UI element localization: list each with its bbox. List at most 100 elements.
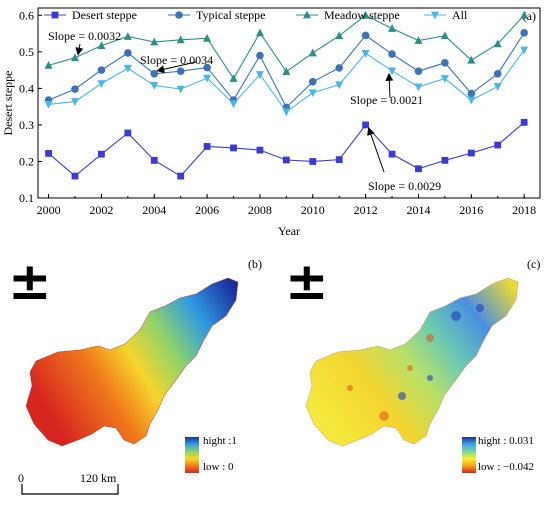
y-axis-label: Desert steppe <box>1 71 15 136</box>
legend-label-all: All <box>452 8 468 22</box>
data-point-meadow-steppe <box>308 48 317 57</box>
data-point-all <box>123 64 132 73</box>
data-point-typical-steppe <box>124 49 132 57</box>
map-region-c <box>305 277 519 447</box>
data-point-desert-steppe <box>282 156 290 164</box>
data-point-desert-steppe <box>71 172 79 180</box>
scale-bar-start: 0 <box>18 471 24 485</box>
data-point-all <box>70 98 79 106</box>
data-point-all <box>255 71 264 79</box>
y-tick-label: 0.5 <box>19 45 34 59</box>
map-c-hotspots <box>347 334 434 421</box>
annotation-slope-text: Slope = 0.0021 <box>350 93 423 107</box>
y-tick-label: 0.6 <box>19 8 34 22</box>
data-point-desert-steppe <box>177 172 185 180</box>
x-tick-label: 2010 <box>301 203 325 217</box>
line-chart: 0.1 0.2 0.3 0.4 0.5 0.6 2000 2002 2004 2006 2008 20… <box>1 7 541 238</box>
x-tick-label: 2002 <box>89 203 113 217</box>
data-point-typical-steppe <box>308 78 317 86</box>
data-point-all <box>388 67 397 76</box>
data-point-typical-steppe <box>150 69 159 78</box>
data-point-desert-steppe <box>203 143 211 150</box>
data-point-desert-steppe <box>230 144 237 152</box>
data-point-meadow-steppe <box>229 74 238 82</box>
data-point-meadow-steppe <box>123 32 132 40</box>
data-point-desert-steppe <box>494 141 502 149</box>
map-region-b <box>25 277 239 447</box>
colorbar-c-low: low : −0.042 <box>478 461 535 473</box>
colorbar-c-high: hight : 0.031 <box>478 435 534 447</box>
data-point-desert-steppe <box>124 129 132 137</box>
legend-marker-typical-steppe <box>175 11 183 19</box>
series-line-desert-steppe <box>48 121 525 177</box>
data-point-all <box>97 80 106 89</box>
data-point-all <box>440 75 449 83</box>
annotation-slope-text: Slope = 0.0032 <box>48 29 121 43</box>
annotation-slope-text: Slope = 0.0034 <box>140 53 213 67</box>
x-tick-label: 2018 <box>512 203 536 217</box>
data-point-typical-steppe <box>493 69 502 78</box>
y-tick-label: 0.2 <box>19 154 34 168</box>
legend-marker-meadow-steppe <box>303 10 311 19</box>
data-point-all <box>44 101 53 109</box>
scale-bar <box>21 484 119 495</box>
annotation-arrow <box>367 126 385 173</box>
data-point-desert-steppe <box>98 150 105 158</box>
data-point-desert-steppe <box>415 165 422 173</box>
data-point-meadow-steppe <box>44 60 53 69</box>
data-point-meadow-steppe <box>150 37 159 46</box>
legend-label-desert-steppe: Desert steppe <box>72 8 137 22</box>
annotation-arrow <box>156 61 197 74</box>
x-tick-label: 2008 <box>248 203 272 217</box>
legend-marker-all <box>431 11 439 20</box>
data-point-meadow-steppe <box>440 31 449 40</box>
ndvi-map-b <box>25 277 239 447</box>
data-point-typical-steppe <box>361 31 370 40</box>
y-tick-label: 0.4 <box>19 81 34 95</box>
data-point-all <box>308 89 317 98</box>
legend-label-meadow-steppe: Meadow steppe <box>324 8 400 22</box>
data-point-typical-steppe <box>176 67 185 76</box>
north-arrow-icon: ± <box>8 252 52 312</box>
data-point-typical-steppe <box>335 64 344 72</box>
data-point-meadow-steppe <box>255 28 264 37</box>
y-tick-label: 0.1 <box>19 191 34 205</box>
x-tick-label: 2000 <box>37 203 61 217</box>
data-point-desert-steppe <box>256 146 264 154</box>
data-point-desert-steppe <box>150 156 158 164</box>
data-point-desert-steppe <box>362 121 370 129</box>
data-point-meadow-steppe <box>388 24 397 32</box>
data-point-typical-steppe <box>71 85 79 93</box>
x-tick-label: 2016 <box>459 203 483 217</box>
data-point-all <box>150 82 159 90</box>
colorbar-c <box>462 437 476 473</box>
data-point-meadow-steppe <box>97 41 106 50</box>
data-point-typical-steppe <box>256 51 264 60</box>
data-point-desert-steppe <box>309 158 317 165</box>
data-point-typical-steppe <box>388 50 396 58</box>
x-tick-label: 2012 <box>354 203 378 217</box>
data-point-all <box>520 46 529 55</box>
data-point-desert-steppe <box>388 150 396 158</box>
x-axis-label: Year <box>278 224 300 238</box>
north-arrow-icon: ± <box>285 252 329 312</box>
x-tick-label: 2006 <box>195 203 219 217</box>
panel-label-b: (b) <box>248 257 262 271</box>
data-point-meadow-steppe <box>493 39 502 48</box>
data-point-all <box>335 81 344 90</box>
data-point-typical-steppe <box>97 66 106 74</box>
colorbar-b <box>185 437 199 473</box>
data-point-all <box>229 100 238 109</box>
data-point-all <box>282 108 291 117</box>
legend-label-typical-steppe: Typical steppe <box>196 8 265 22</box>
data-point-all <box>361 49 370 58</box>
data-point-all <box>176 85 185 94</box>
data-point-meadow-steppe <box>70 53 79 62</box>
data-point-meadow-steppe <box>361 10 370 19</box>
data-point-desert-steppe <box>335 156 343 164</box>
data-point-typical-steppe <box>520 29 528 37</box>
data-point-meadow-steppe <box>176 35 185 44</box>
series-line-all <box>48 49 525 113</box>
data-point-meadow-steppe <box>203 33 212 42</box>
data-point-meadow-steppe <box>414 36 423 44</box>
